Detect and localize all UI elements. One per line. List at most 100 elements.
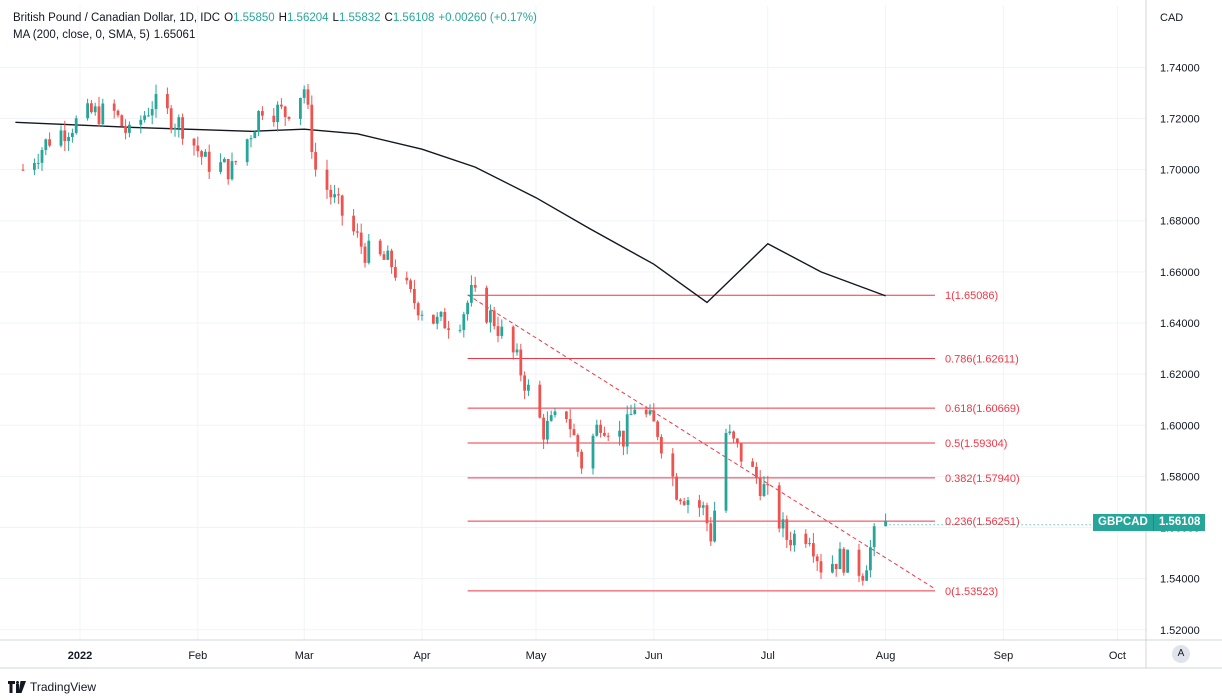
candle-body	[352, 215, 355, 232]
candle-body	[572, 429, 576, 436]
candle-body	[154, 94, 158, 110]
y-tick-label: 1.62000	[1160, 369, 1200, 381]
candle-body	[116, 110, 120, 116]
tradingview-logo-icon	[8, 681, 26, 693]
x-tick-label: Jul	[761, 650, 775, 662]
candle-body	[48, 139, 51, 146]
candle-body	[724, 433, 728, 511]
candle-body	[622, 430, 625, 447]
candle-body	[253, 132, 257, 139]
candle-body	[97, 106, 101, 125]
fib-level-label: 1(1.65086)	[945, 290, 998, 302]
candle-body	[447, 328, 450, 330]
candle-body	[207, 151, 211, 172]
symbol-title: British Pound / Canadian Dollar, 1D, IDC	[13, 12, 221, 24]
candle-body	[470, 284, 473, 303]
candle-body	[192, 138, 196, 146]
candle-body	[416, 303, 420, 316]
candle-body	[595, 424, 599, 436]
candle-body	[329, 189, 333, 198]
low-value: 1.55832	[338, 12, 381, 24]
candle-body	[150, 109, 154, 116]
candle-body	[618, 430, 621, 437]
candle-body	[523, 375, 526, 391]
candle-body	[333, 194, 336, 198]
candle-body	[435, 316, 439, 324]
close-value: 1.56108	[392, 12, 435, 24]
candle-body	[363, 246, 367, 263]
auto-scale-button[interactable]: A	[1172, 645, 1190, 663]
candle-body	[276, 104, 279, 123]
low-label: L	[332, 12, 339, 24]
trend-line	[467, 294, 936, 590]
candle-body	[679, 499, 682, 502]
symbol-legend: British Pound / Canadian Dollar, 1D, IDC…	[13, 12, 541, 24]
candle-body	[420, 314, 424, 316]
candle-body	[599, 424, 602, 433]
candle-body	[439, 311, 443, 317]
candle-body	[629, 414, 633, 416]
candle-body	[660, 436, 663, 454]
candle-body	[808, 543, 811, 545]
fib-level-label: 0.786(1.62611)	[945, 354, 1019, 366]
candle-body	[382, 254, 386, 260]
candle-body	[249, 138, 253, 140]
candle-body	[143, 115, 146, 120]
candle-body	[838, 548, 842, 570]
candle-body	[857, 549, 861, 576]
candle-body	[489, 310, 492, 323]
candle-body	[230, 161, 234, 180]
candle-body	[166, 94, 169, 109]
candle-body	[287, 116, 291, 119]
change-value: +0.00260 (+0.17%)	[438, 12, 537, 24]
candle-body	[542, 417, 545, 440]
candle-body	[739, 443, 743, 462]
candle-body	[59, 130, 63, 146]
candle-body	[306, 89, 310, 105]
x-tick-label: Mar	[295, 650, 314, 662]
candle-body	[606, 435, 610, 437]
currency-label: CAD	[1160, 12, 1183, 24]
candle-body	[90, 103, 93, 113]
candle-body	[177, 117, 181, 128]
candle-body	[302, 89, 306, 98]
candle-body	[223, 158, 226, 163]
candle-body	[553, 411, 557, 416]
candle-body	[112, 103, 116, 111]
price-badge: GBPCAD 1.56108	[1093, 514, 1206, 531]
candle-body	[169, 108, 173, 130]
candle-body	[633, 409, 637, 415]
candle-body	[815, 556, 819, 562]
candle-body	[74, 118, 78, 133]
high-label: H	[278, 12, 287, 24]
y-tick-label: 1.74000	[1160, 62, 1200, 74]
tradingview-logo[interactable]: TradingView	[8, 680, 96, 694]
candle-body	[458, 329, 462, 331]
y-tick-label: 1.66000	[1160, 267, 1200, 279]
candle-body	[652, 410, 656, 422]
candle-body	[549, 415, 553, 421]
candle-body	[755, 466, 758, 479]
fib-level-label: 0.5(1.59304)	[945, 438, 1007, 450]
candle-body	[834, 563, 838, 570]
candle-body	[196, 145, 200, 152]
x-tick-label: May	[526, 650, 547, 662]
candle-body	[766, 484, 770, 486]
candle-body	[226, 158, 230, 180]
y-tick-label: 1.54000	[1160, 574, 1200, 586]
candle-body	[124, 126, 127, 133]
candle-body	[200, 151, 203, 157]
candle-body	[865, 570, 868, 581]
open-value: 1.55850	[233, 12, 275, 24]
candle-body	[625, 414, 629, 447]
candle-body	[846, 549, 849, 573]
candle-body	[884, 520, 887, 527]
candle-body	[804, 533, 808, 544]
y-tick-label: 1.60000	[1160, 420, 1200, 432]
candle-body	[325, 169, 329, 190]
candle-body	[831, 563, 834, 573]
tradingview-brand: TradingView	[30, 680, 97, 694]
ma-value: 1.65061	[153, 29, 196, 41]
ma-label: MA (200, close, 0, SMA, 5)	[13, 29, 150, 41]
